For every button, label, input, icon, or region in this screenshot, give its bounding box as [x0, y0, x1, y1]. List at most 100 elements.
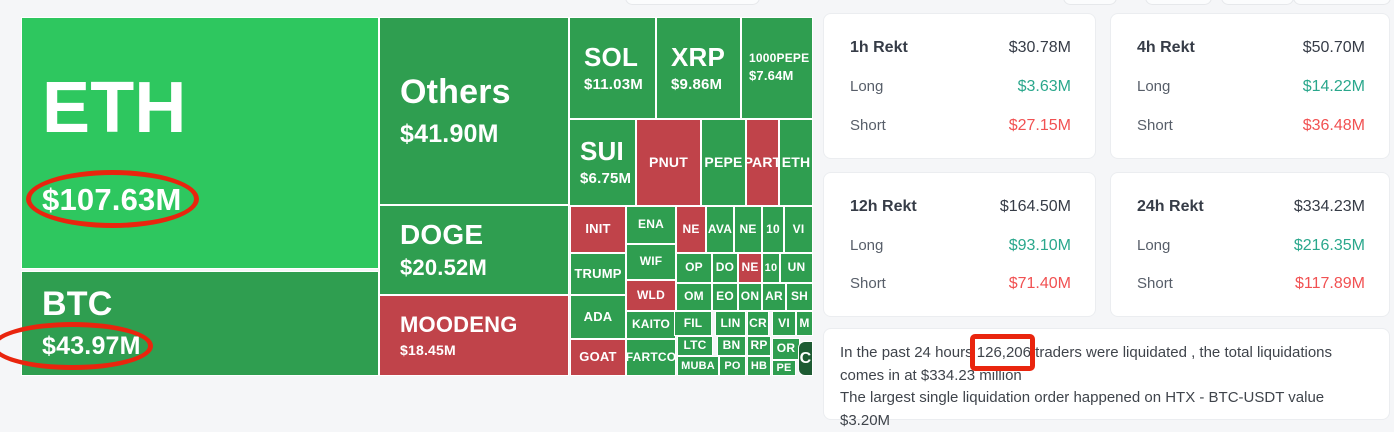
cell-label: 10	[766, 221, 780, 236]
cell-label: NE	[682, 221, 700, 236]
rekt-card-24h: 24h Rekt $334.23M Long $216.35M Short $1…	[1110, 172, 1390, 317]
cell-label: EO	[716, 289, 734, 304]
treemap-cell-vi1[interactable]: VI	[785, 207, 812, 252]
cell-label: SOL	[584, 41, 639, 72]
treemap-cell-ada[interactable]: ADA	[571, 296, 625, 338]
cell-label: LTC	[683, 338, 707, 353]
cell-label: UN	[787, 260, 806, 275]
cell-label: XRP	[671, 41, 726, 72]
treemap-cell-on[interactable]: ON	[739, 284, 761, 310]
cell-value: $6.75M	[580, 170, 632, 188]
treemap-cell-hb[interactable]: HB	[748, 357, 770, 375]
treemap-cell-kaito[interactable]: KAITO	[627, 312, 675, 338]
treemap-cell-wld[interactable]: WLD	[627, 281, 675, 310]
cell-label: Others	[400, 72, 511, 111]
highlighted-traders-count: 126,206	[969, 334, 1036, 370]
cell-label: NE	[741, 260, 759, 275]
treemap-cell-po[interactable]: PO	[720, 357, 745, 375]
treemap-cell-pe[interactable]: PE	[773, 361, 795, 375]
treemap-cell-logo[interactable]: C	[799, 342, 812, 375]
short-value: $117.89M	[1295, 275, 1365, 292]
treemap-cell-t10a[interactable]: 10	[763, 207, 783, 252]
treemap-cell-eth[interactable]: ETH $107.63M	[22, 18, 378, 268]
treemap-cell-t10b[interactable]: 10	[763, 254, 779, 282]
treemap-cell-muba[interactable]: MUBA	[678, 357, 718, 375]
cell-label: C	[799, 349, 812, 367]
short-value: $27.15M	[1008, 117, 1071, 134]
card-total: $334.23M	[1293, 198, 1365, 215]
treemap-cell-op[interactable]: OP	[677, 254, 711, 282]
cell-label: FARTCO	[627, 349, 675, 364]
treemap-cell-bn[interactable]: BN	[718, 337, 745, 355]
treemap-cell-part[interactable]: PART	[747, 120, 778, 205]
treemap-cell-vi2[interactable]: VI	[773, 312, 795, 335]
treemap-cell-fartco[interactable]: FARTCO	[627, 340, 675, 375]
card-title: 12h Rekt	[850, 198, 917, 215]
card-total: $30.78M	[1008, 39, 1071, 56]
treemap-cell-sui[interactable]: SUI $6.75M	[570, 120, 635, 205]
treemap-cell-moodeng[interactable]: MOODENG $18.45M	[380, 296, 568, 375]
cell-label: OR	[776, 341, 796, 356]
cell-label: 1000PEPE	[749, 51, 810, 66]
cell-label: CR	[749, 315, 767, 330]
treemap-cell-others[interactable]: Others $41.90M	[380, 18, 568, 204]
treemap-cell-ar[interactable]: AR	[763, 284, 785, 310]
long-label: Long	[1137, 78, 1171, 95]
top-cutoff-button[interactable]	[1293, 0, 1391, 5]
summary-line-2: The largest single liquidation order hap…	[840, 389, 1325, 429]
cell-label: ETH	[42, 68, 187, 149]
top-cutoff-button[interactable]	[1221, 0, 1294, 5]
cell-label: ENA	[638, 217, 664, 232]
treemap-cell-cr[interactable]: CR	[748, 312, 768, 335]
treemap-cell-xrp[interactable]: XRP $9.86M	[657, 18, 740, 118]
short-value: $71.40M	[1008, 275, 1071, 292]
treemap-cell-sh[interactable]: SH	[787, 284, 812, 310]
liquidation-summary-panel: In the past 24 hours 126,206 traders wer…	[823, 328, 1390, 429]
cell-label: PART	[747, 153, 778, 170]
top-cutoff-button[interactable]	[1145, 0, 1212, 5]
treemap-cell-or[interactable]: OR	[773, 339, 799, 359]
treemap-cell-om[interactable]: OM	[677, 284, 711, 310]
treemap-cell-do[interactable]: DO	[713, 254, 737, 282]
card-total: $50.70M	[1302, 39, 1365, 56]
treemap-cell-ne1[interactable]: NE	[677, 207, 705, 252]
treemap-cell-fil[interactable]: FIL	[675, 312, 711, 335]
cell-label: RP	[750, 338, 768, 353]
treemap-cell-pepe[interactable]: PEPE	[702, 120, 745, 205]
long-value: $216.35M	[1293, 236, 1365, 254]
treemap-cell-wif[interactable]: WIF	[627, 245, 675, 279]
treemap-cell-ne3[interactable]: NE	[739, 254, 761, 282]
treemap-cell-lin[interactable]: LIN	[716, 312, 745, 335]
card-title: 1h Rekt	[850, 39, 908, 56]
treemap-cell-eth2[interactable]: ETH	[780, 120, 812, 205]
cell-label: DO	[715, 260, 735, 275]
treemap-cell-m[interactable]: M	[797, 312, 812, 335]
cell-label: M	[799, 315, 810, 330]
treemap-cell-btc[interactable]: BTC $43.97M	[0, 272, 378, 375]
treemap-cell-ena[interactable]: ENA	[627, 207, 675, 243]
treemap-cell-sol[interactable]: SOL $11.03M	[570, 18, 655, 118]
rekt-card-4h: 4h Rekt $50.70M Long $14.22M Short $36.4…	[1110, 13, 1390, 159]
treemap-cell-ne2[interactable]: NE	[735, 207, 761, 252]
long-label: Long	[1137, 236, 1171, 254]
short-label: Short	[1137, 117, 1173, 134]
rekt-card-1h: 1h Rekt $30.78M Long $3.63M Short $27.15…	[823, 13, 1096, 159]
treemap-cell-pepe1000[interactable]: 1000PEPE $7.64M	[742, 18, 812, 118]
treemap-cell-goat[interactable]: GOAT	[571, 340, 625, 375]
cell-label: PEPE	[704, 153, 743, 170]
top-cutoff-button[interactable]	[625, 0, 760, 5]
treemap-cell-pnut[interactable]: PNUT	[637, 120, 700, 205]
treemap-cell-ltc[interactable]: LTC	[678, 337, 712, 355]
treemap-cell-ava[interactable]: AVA	[707, 207, 733, 252]
card-total: $164.50M	[999, 198, 1071, 215]
treemap-cell-doge[interactable]: DOGE $20.52M	[380, 206, 568, 294]
cell-label: MUBA	[681, 359, 715, 372]
cell-label: WIF	[639, 254, 663, 269]
treemap-cell-rp[interactable]: RP	[748, 337, 770, 355]
top-cutoff-button[interactable]	[1063, 0, 1117, 5]
treemap-cell-eo[interactable]: EO	[713, 284, 737, 310]
treemap-cell-init[interactable]: INIT	[571, 207, 625, 252]
treemap-cell-trump[interactable]: TRUMP	[571, 254, 625, 294]
cell-label: OM	[684, 289, 704, 304]
treemap-cell-un[interactable]: UN	[781, 254, 812, 282]
